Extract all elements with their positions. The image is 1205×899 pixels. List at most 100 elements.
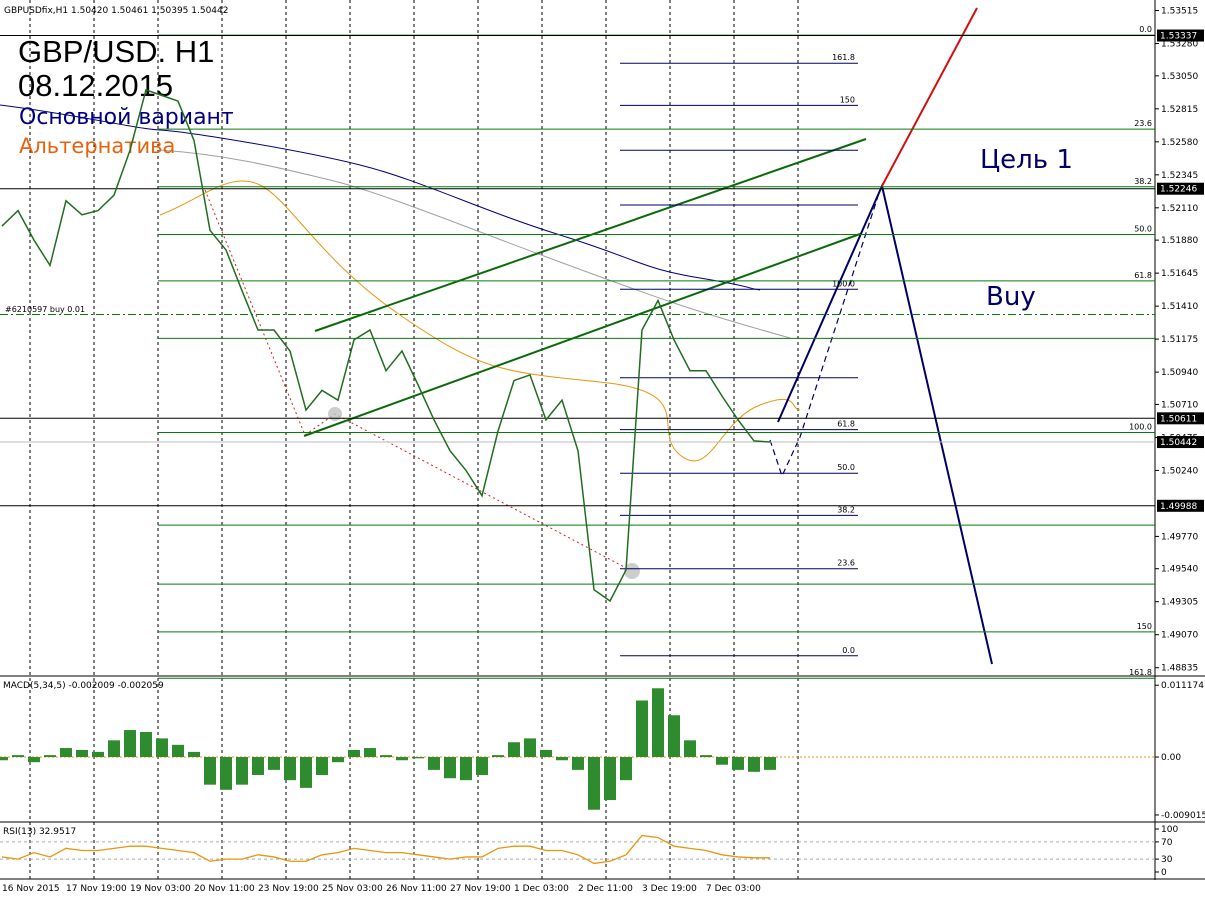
x-tick-label: 26 Nov 11:00 — [386, 884, 447, 894]
marker — [624, 563, 640, 579]
indicator-title: RSI(13) 32.9517 — [3, 827, 76, 837]
bar — [684, 740, 696, 758]
x-tick-label: 16 Nov 2015 — [2, 884, 60, 894]
annotation: Основной вариант — [19, 105, 234, 130]
y-tick-label: 0.011174 — [1161, 681, 1204, 691]
y-tick-label: 1.48835 — [1161, 664, 1198, 674]
y-tick-label: 1.51175 — [1161, 335, 1198, 345]
fib-label: 23.6 — [837, 559, 855, 568]
y-tick-label: 30 — [1161, 855, 1173, 865]
bar — [380, 755, 392, 758]
annotation: Альтернатива — [19, 134, 175, 158]
bar — [300, 757, 312, 788]
bar — [604, 757, 616, 801]
price-tag — [1157, 29, 1204, 42]
y-tick-label: 1.49070 — [1161, 631, 1198, 641]
bar — [588, 757, 600, 810]
price-line — [1, 88, 771, 603]
y-tick-label: 1.52345 — [1161, 171, 1198, 181]
bar — [28, 757, 40, 763]
y-tick-label: 1.49540 — [1161, 565, 1198, 575]
bar — [764, 757, 776, 770]
fib-label: 50.0 — [1134, 225, 1152, 234]
y-tick-label: 0.00 — [1161, 753, 1181, 763]
bar — [252, 757, 264, 776]
x-tick-label: 3 Dec 19:00 — [642, 884, 697, 894]
y-tick-label: 1.52110 — [1161, 204, 1198, 214]
price-tag — [1157, 436, 1204, 449]
fib-label: 150 — [840, 95, 855, 104]
y-tick-label: 1.49305 — [1161, 598, 1198, 608]
bar — [140, 731, 152, 758]
bar — [364, 748, 376, 758]
y-tick-label: 1.53280 — [1161, 40, 1198, 50]
bar — [108, 740, 120, 758]
bar — [524, 738, 536, 758]
bar — [444, 757, 456, 779]
y-tick-label: 1.49770 — [1161, 532, 1198, 542]
y-tick-label: 100 — [1161, 825, 1178, 835]
x-tick-label: 25 Nov 03:00 — [322, 884, 383, 894]
price-tag-label: 1.49988 — [1160, 502, 1197, 512]
bar — [540, 749, 552, 758]
bar — [236, 757, 248, 785]
header: GBPUSDfix,H1 1.50420 1.50461 1.50395 1.5… — [4, 6, 228, 16]
bar — [0, 757, 8, 761]
y-tick-label: 1.52580 — [1161, 138, 1198, 148]
fib-label: 38.2 — [1134, 177, 1152, 186]
price-tag-label: 1.52246 — [1160, 185, 1197, 195]
y-tick-label: 1.53515 — [1161, 7, 1198, 17]
price-tag-label: 1.53337 — [1160, 32, 1197, 42]
y-tick-label: 1.51410 — [1161, 302, 1198, 312]
fib-label: 161.8 — [1129, 668, 1152, 677]
y-tick-label: -0.009015 — [1161, 811, 1205, 821]
annotation: Buy — [986, 282, 1036, 312]
channel-line — [303, 233, 861, 437]
fib-label: 0.0 — [842, 646, 855, 655]
bar — [748, 757, 760, 772]
marker — [328, 407, 342, 421]
bar — [572, 757, 584, 770]
x-tick-label: 20 Nov 11:00 — [194, 884, 255, 894]
fib-label: 161.8 — [832, 53, 855, 62]
bar — [652, 688, 664, 758]
bar — [124, 730, 136, 758]
bar — [332, 757, 344, 763]
annotation: Цель 1 — [980, 145, 1073, 175]
fib-label: 150 — [1137, 622, 1152, 631]
bar — [268, 757, 280, 770]
bar — [348, 749, 360, 758]
price-tag — [1157, 412, 1204, 425]
bar — [620, 757, 632, 781]
price-tag — [1157, 182, 1204, 195]
bar — [428, 757, 440, 770]
bar — [220, 757, 232, 790]
y-tick-label: 1.50710 — [1161, 400, 1198, 410]
bar — [204, 757, 216, 785]
fib-label: 61.8 — [1134, 271, 1152, 280]
y-tick-label: 1.50940 — [1161, 368, 1198, 378]
x-tick-label: 27 Nov 19:00 — [450, 884, 511, 894]
indicator-title: MACD(5,34,5) -0.002009 -0.002059 — [3, 681, 164, 691]
fib-label: 100.0 — [832, 279, 855, 288]
rsi-line — [1, 834, 771, 865]
bar — [556, 757, 568, 761]
bar — [92, 751, 104, 758]
bar — [316, 757, 328, 776]
bar — [172, 744, 184, 758]
y-tick-label: 1.51880 — [1161, 236, 1198, 246]
bar — [76, 749, 88, 758]
bar — [492, 755, 504, 758]
moving-averages — [0, 104, 801, 462]
fib-label: 38.2 — [837, 505, 855, 514]
bar — [716, 757, 728, 765]
bar — [396, 757, 408, 761]
order-label: #6210597 buy 0.01 — [5, 305, 85, 314]
bar — [700, 755, 712, 758]
y-tick-label: 0 — [1161, 868, 1167, 878]
bar — [412, 757, 424, 759]
x-tick-label: 1 Dec 03:00 — [514, 884, 569, 894]
bar — [60, 748, 72, 758]
bar — [508, 742, 520, 758]
